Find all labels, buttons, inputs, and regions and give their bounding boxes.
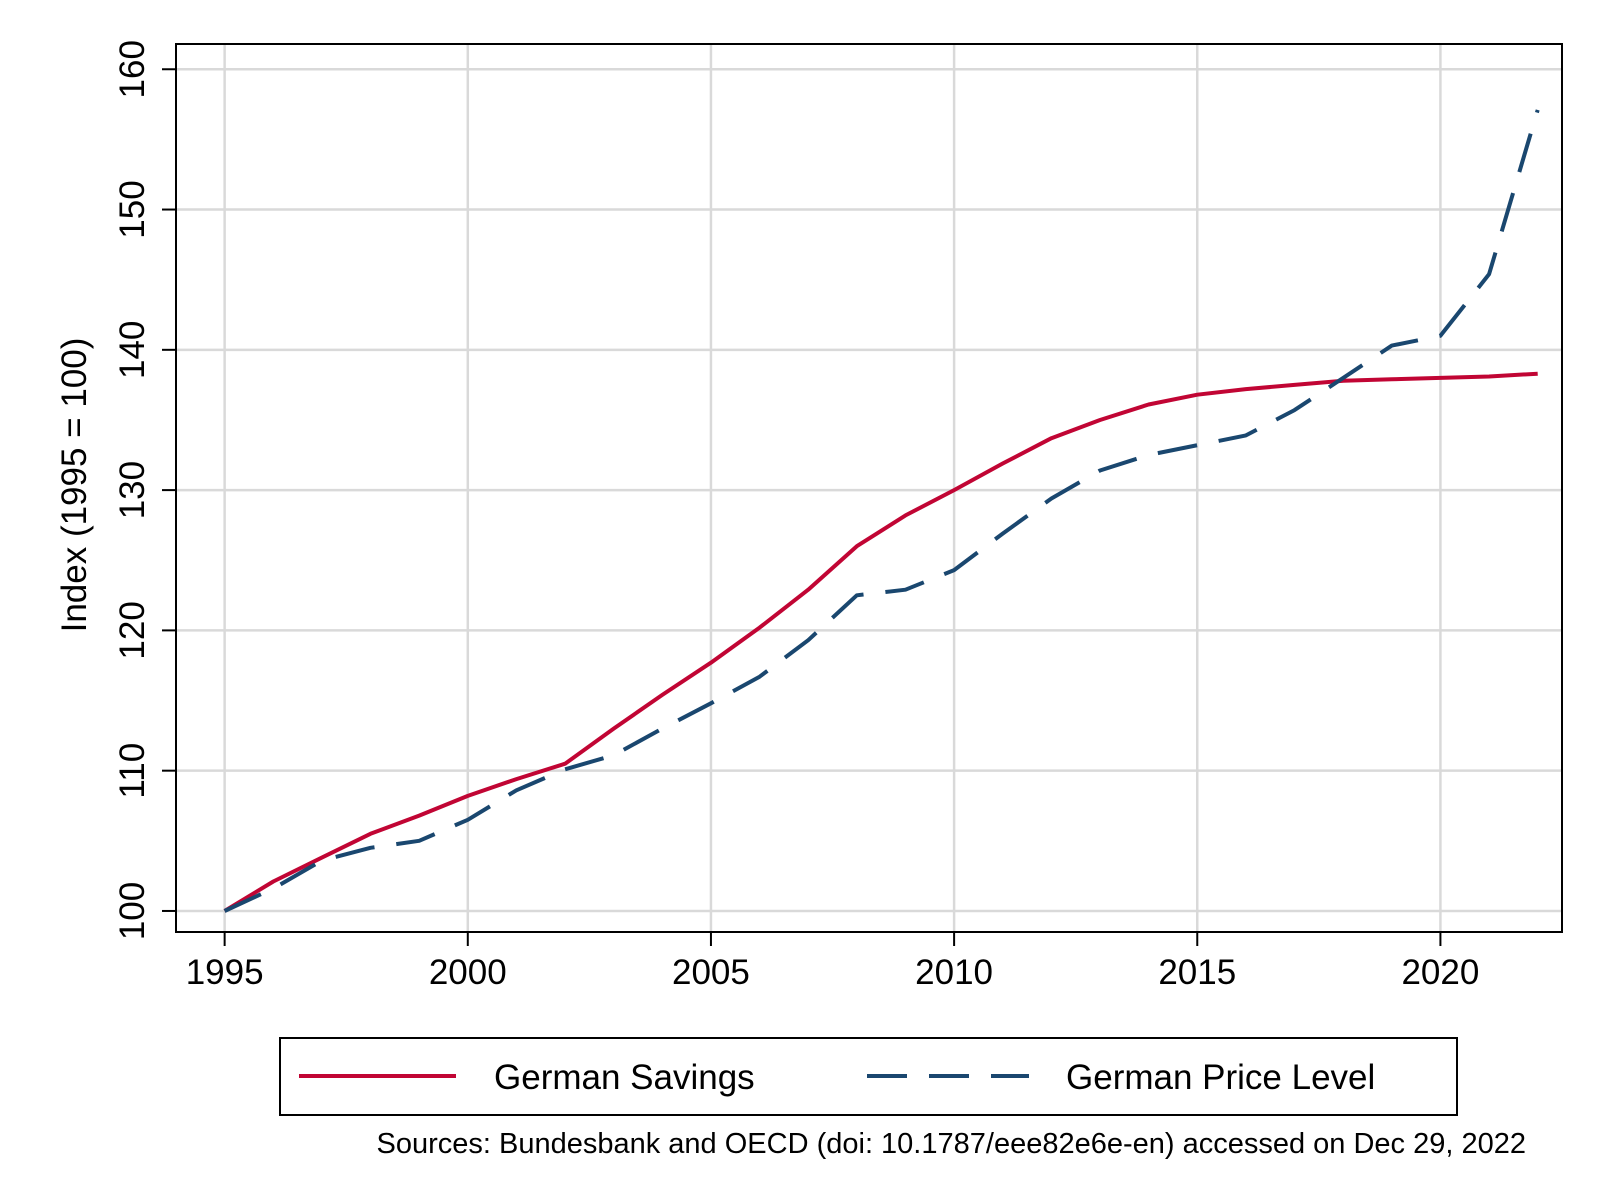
series-group xyxy=(223,109,1540,913)
grid xyxy=(176,44,1562,932)
y-tick-label-140: 140 xyxy=(113,321,152,379)
y-axis-title: Index (1995 = 100) xyxy=(55,338,94,633)
y-tick-label-150: 150 xyxy=(113,180,152,238)
plot-frame xyxy=(175,43,1563,933)
legend-label-german-price-level: German Price Level xyxy=(1066,1058,1375,1097)
axes: 100 110 120 130 140 150 160 1995 2000 2005 2010 201… xyxy=(113,40,1479,992)
legend: German Savings German Price Level xyxy=(279,1037,1458,1116)
source-note: Sources: Bundesbank and OECD (doi: 10.17… xyxy=(377,1128,1527,1160)
x-tick-label-2000: 2000 xyxy=(429,953,507,992)
y-tick-label-120: 120 xyxy=(113,601,152,659)
y-tick-label-130: 130 xyxy=(113,461,152,519)
y-tick-label-110: 110 xyxy=(113,743,152,799)
y-tick-label-160: 160 xyxy=(113,40,152,98)
x-tick-label-2015: 2015 xyxy=(1158,953,1236,992)
x-tick-label-2010: 2010 xyxy=(915,953,993,992)
y-tick-label-100: 100 xyxy=(113,882,152,940)
x-tick-label-2020: 2020 xyxy=(1401,953,1479,992)
x-tick-label-2005: 2005 xyxy=(672,953,750,992)
x-tick-label-1995: 1995 xyxy=(186,953,264,992)
legend-label-german-savings: German Savings xyxy=(494,1058,755,1097)
series-line-german-savings xyxy=(223,371,1538,913)
